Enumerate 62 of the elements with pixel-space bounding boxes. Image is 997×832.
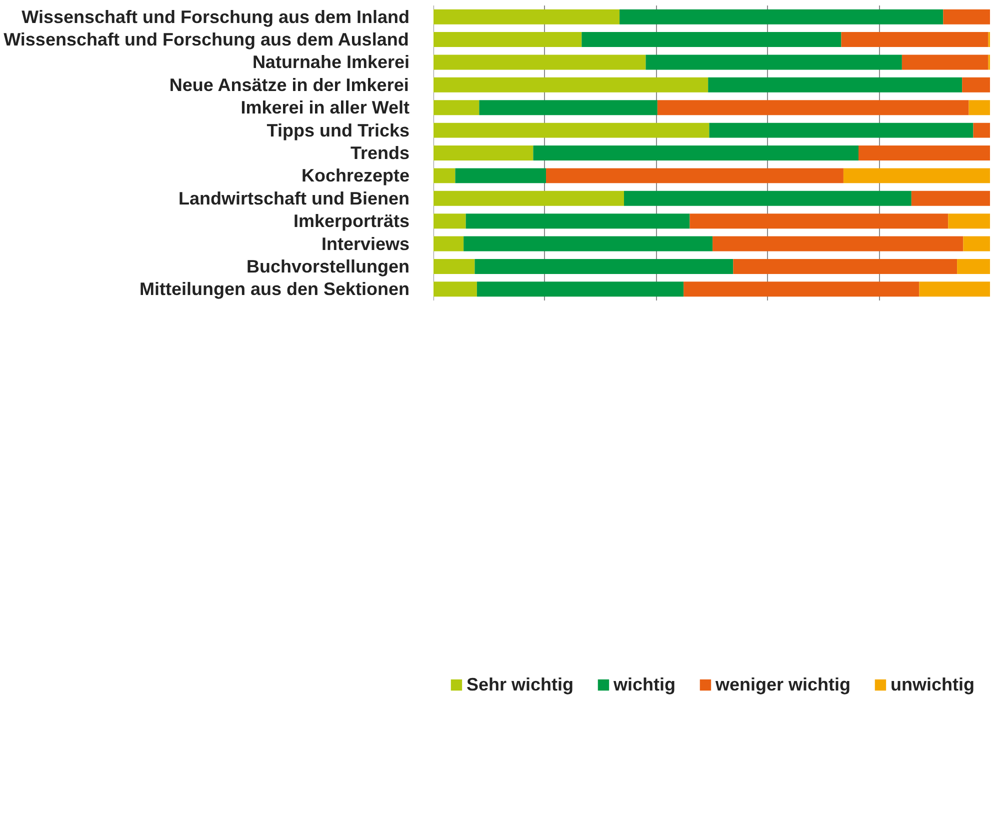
bar bbox=[690, 214, 948, 229]
y-tick-label: Neue Ansätze in der Imkerei bbox=[169, 74, 409, 95]
bar bbox=[479, 100, 658, 116]
bar bbox=[709, 122, 974, 138]
bar bbox=[733, 258, 958, 274]
bar bbox=[455, 168, 546, 184]
legend-label: weniger wichtig bbox=[715, 674, 851, 696]
bar bbox=[620, 9, 944, 24]
bar bbox=[434, 54, 646, 70]
bar bbox=[858, 146, 990, 160]
y-tick-label: Mitteilungen aus den Sektionen bbox=[139, 279, 410, 300]
bar bbox=[474, 258, 734, 274]
y-tick-label: Buchvorstellungen bbox=[246, 256, 410, 276]
bar bbox=[434, 236, 464, 252]
legend-label: unwichtig bbox=[890, 674, 975, 696]
bar bbox=[466, 214, 690, 229]
bar bbox=[434, 282, 477, 297]
legend-label: wichtig bbox=[613, 674, 676, 696]
bar bbox=[973, 122, 990, 138]
bar bbox=[646, 54, 902, 70]
bar bbox=[902, 54, 988, 70]
y-tick-label: Naturnahe Imkerei bbox=[252, 52, 410, 72]
bar bbox=[434, 32, 582, 48]
bar bbox=[434, 214, 466, 229]
legend-label: Sehr wichtig bbox=[466, 674, 574, 696]
bar bbox=[843, 168, 990, 184]
bar bbox=[911, 190, 990, 206]
bar bbox=[434, 258, 475, 274]
bar bbox=[943, 9, 990, 24]
y-tick-label: Wissenschaft und Forschung aus dem Inland bbox=[22, 6, 410, 27]
bar bbox=[434, 190, 624, 206]
bar bbox=[684, 282, 920, 297]
y-tick-label: Tipps und Tricks bbox=[266, 120, 410, 140]
bar bbox=[841, 32, 988, 48]
bar bbox=[624, 190, 912, 206]
bar bbox=[919, 282, 990, 297]
bar bbox=[948, 214, 990, 229]
y-tick-label: Landwirtschaft und Bienen bbox=[178, 188, 410, 208]
bar bbox=[582, 32, 842, 48]
bar bbox=[434, 100, 480, 116]
bar bbox=[546, 168, 844, 184]
bar bbox=[962, 77, 990, 92]
y-tick-label: Interviews bbox=[321, 234, 410, 254]
bar bbox=[434, 9, 620, 24]
y-tick-label: Imkerei in aller Welt bbox=[240, 98, 410, 118]
y-tick-label: Kochrezepte bbox=[301, 166, 410, 186]
bar bbox=[434, 122, 710, 138]
bar bbox=[957, 258, 990, 274]
bar bbox=[533, 146, 858, 160]
y-tick-label: Imkerporträts bbox=[293, 211, 410, 232]
bar bbox=[963, 236, 990, 252]
bar bbox=[464, 236, 713, 252]
bar bbox=[968, 100, 990, 116]
bar bbox=[657, 100, 969, 116]
bar bbox=[434, 146, 534, 160]
y-tick-label: Wissenschaft und Forschung aus dem Ausland bbox=[4, 30, 409, 50]
bar bbox=[434, 168, 456, 184]
bar bbox=[708, 77, 962, 92]
y-tick-label: Trends bbox=[350, 143, 410, 163]
bar bbox=[434, 77, 708, 92]
bar bbox=[712, 236, 964, 252]
bar bbox=[476, 282, 684, 297]
